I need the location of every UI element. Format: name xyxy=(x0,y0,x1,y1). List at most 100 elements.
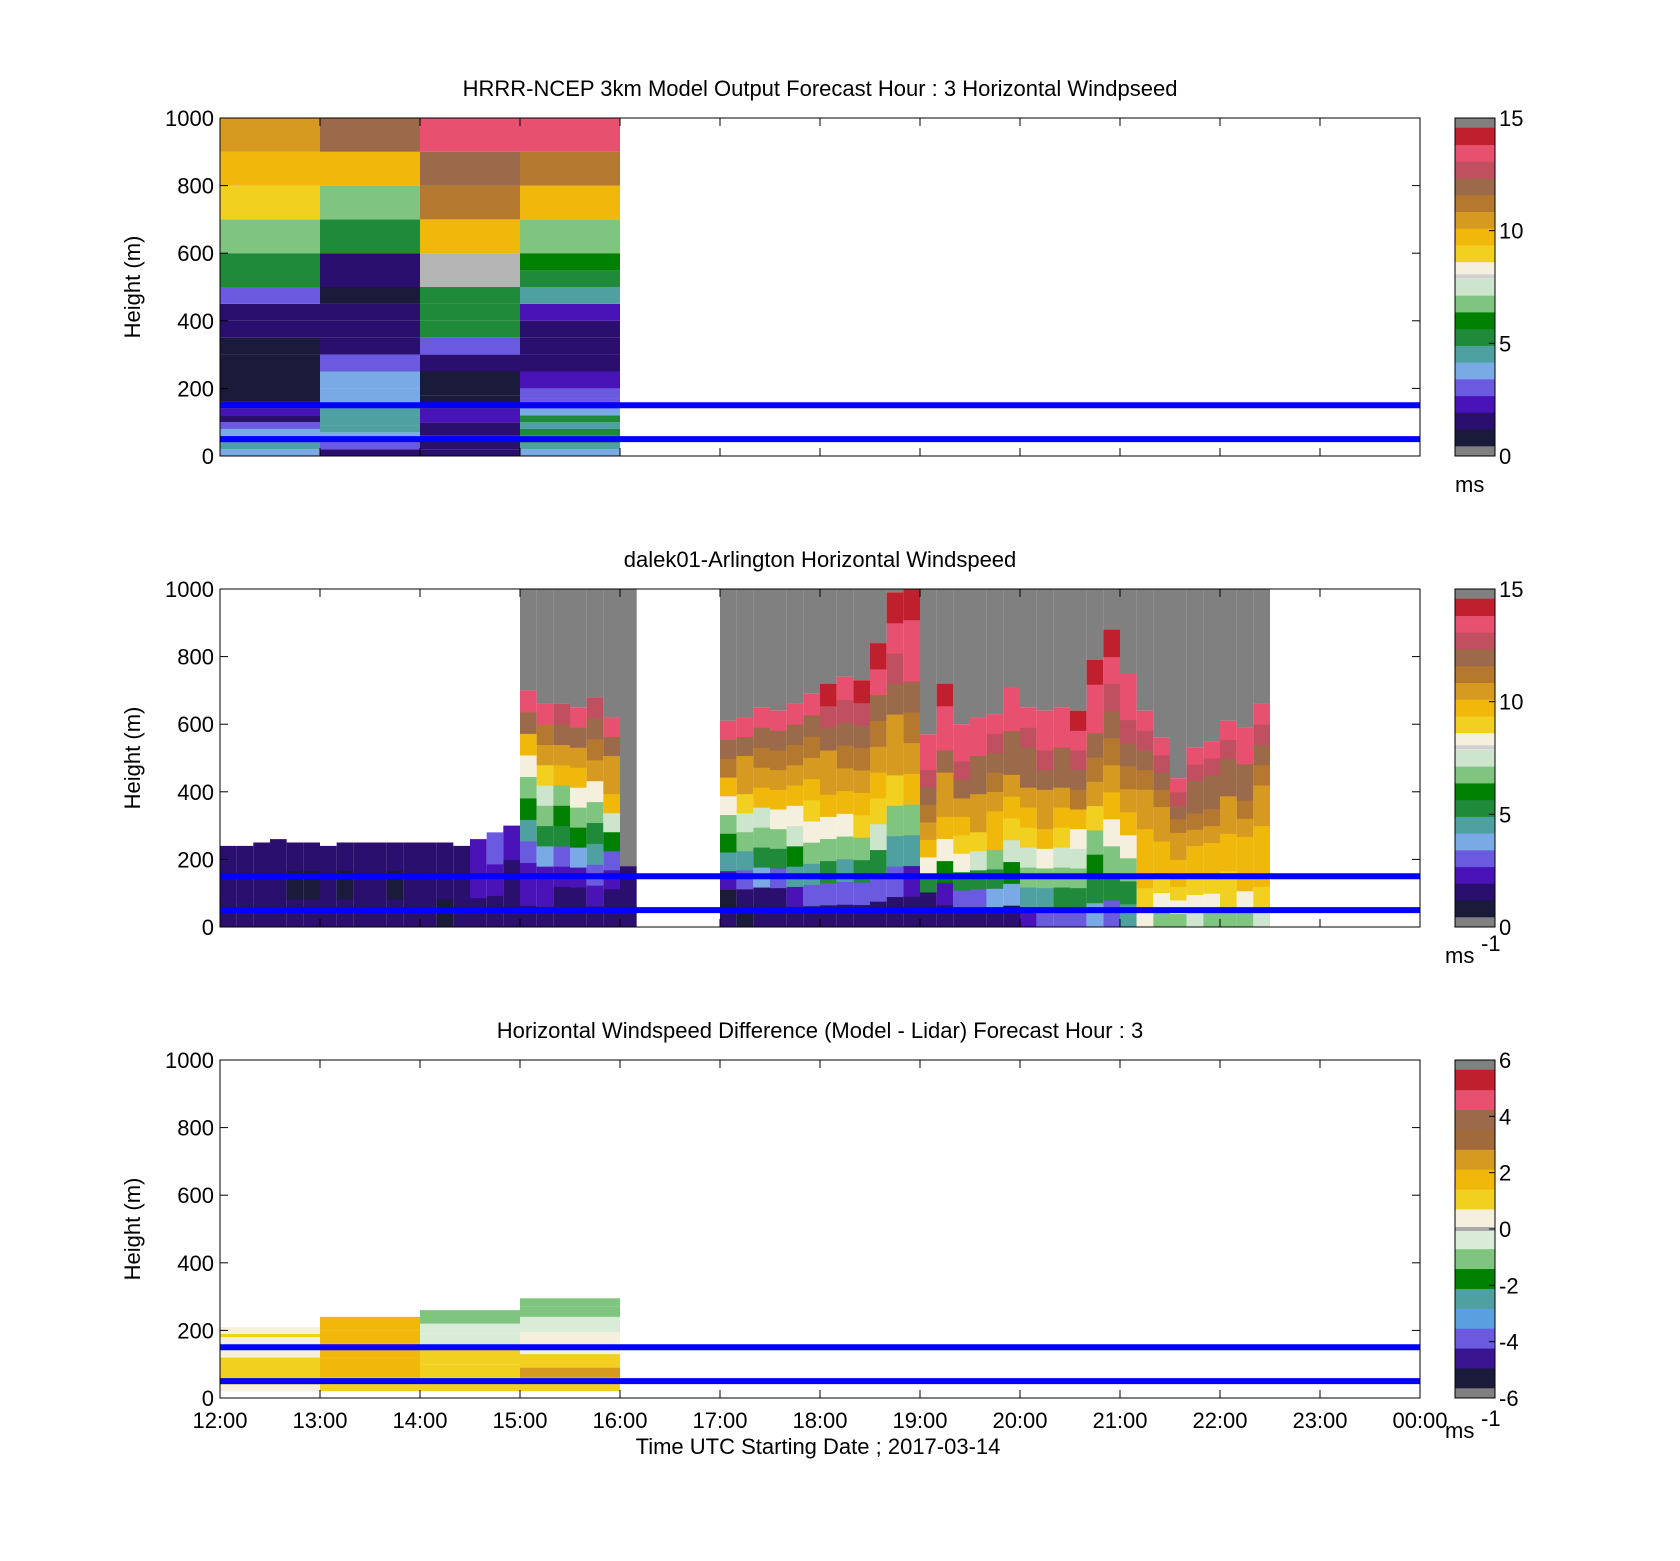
x-tick-label: 12:00 xyxy=(192,1408,247,1433)
heatmap-cell xyxy=(886,805,904,837)
heatmap-cell xyxy=(1236,763,1254,783)
heatmap-cell xyxy=(1203,876,1220,894)
colorbar-swatch xyxy=(1455,1089,1495,1097)
heatmap-cell xyxy=(736,850,754,871)
heatmap-cell xyxy=(1236,781,1254,801)
heatmap-cell xyxy=(853,702,870,726)
colorbar-swatch xyxy=(1455,1347,1495,1356)
colorbar-swatch xyxy=(1455,805,1495,812)
heatmap-cell xyxy=(403,898,420,928)
colorbar-tick-label: 15 xyxy=(1499,577,1523,602)
colorbar-swatch xyxy=(1455,1281,1495,1289)
heatmap-cell xyxy=(220,415,320,423)
colorbar-swatch xyxy=(1455,637,1495,644)
heatmap-cell xyxy=(1036,789,1054,810)
missing-data-cell xyxy=(770,589,787,711)
heatmap-cell xyxy=(470,868,487,899)
heatmap-cell xyxy=(1203,791,1220,810)
colorbar-swatch xyxy=(1455,1109,1495,1117)
colorbar-swatch xyxy=(1455,721,1495,728)
heatmap-cell xyxy=(770,809,787,830)
heatmap-cell xyxy=(520,428,620,436)
heatmap-cell xyxy=(953,797,970,817)
heatmap-cell xyxy=(753,827,770,848)
y-tick-label: 400 xyxy=(177,780,214,805)
heatmap-cell xyxy=(303,842,320,872)
heatmap-cell xyxy=(1153,875,1170,894)
heatmap-cell xyxy=(920,786,937,805)
colorbar-swatch xyxy=(1455,905,1495,912)
missing-data-cell xyxy=(753,589,770,708)
panel-model-output: 0 200 400 600 800 1000 Height (m) HRRR-NCEP 3km… xyxy=(120,76,1523,497)
colorbar-swatch xyxy=(1455,1076,1495,1084)
colorbar-swatch xyxy=(1455,866,1495,873)
heatmap-cell xyxy=(1186,813,1204,830)
heatmap-cell xyxy=(536,724,554,745)
colorbar-swatch xyxy=(1455,1288,1495,1296)
heatmap-cell xyxy=(1186,747,1204,765)
heatmap-cell xyxy=(1070,848,1087,869)
y-tick-label: 1000 xyxy=(165,1048,214,1073)
heatmap-cell xyxy=(553,764,570,786)
heatmap-cell xyxy=(1170,913,1187,928)
heatmap-cell xyxy=(603,812,620,833)
heatmap-cell xyxy=(520,388,620,399)
colorbar-swatch xyxy=(1455,1188,1495,1197)
heatmap-cell xyxy=(1186,764,1204,781)
heatmap-cell xyxy=(1170,805,1187,820)
heatmap-cell xyxy=(1036,848,1054,869)
colorbar-swatch xyxy=(1455,1381,1495,1389)
colorbar-swatch xyxy=(1455,632,1495,639)
colorbar-swatch xyxy=(1455,1308,1495,1316)
colorbar-swatch xyxy=(1455,665,1495,672)
colorbar-swatch xyxy=(1455,362,1495,369)
colorbar-swatch xyxy=(1455,883,1495,890)
heatmap-cell xyxy=(420,408,520,423)
heatmap-cell xyxy=(953,779,970,799)
heatmap-cell xyxy=(886,683,904,715)
colorbar-swatch xyxy=(1455,1228,1495,1236)
heatmap-cell xyxy=(570,767,587,788)
colorbar-swatch xyxy=(1455,1182,1495,1190)
heatmap-cell xyxy=(520,118,620,152)
heatmap-cell xyxy=(220,253,320,287)
heatmap-cell xyxy=(970,888,987,909)
missing-data-cell xyxy=(1070,589,1087,711)
colorbar-swatch xyxy=(1455,1275,1495,1283)
heatmap-cell xyxy=(1120,765,1137,790)
panel-difference: 12:00 13:00 14:00 15:00 16:00 17:00 18:00 19:00… xyxy=(120,1018,1519,1443)
heatmap-cell xyxy=(220,408,320,416)
colorbar-swatch xyxy=(1455,322,1495,330)
colorbar-swatch xyxy=(1455,267,1495,274)
heatmap-cell xyxy=(1020,727,1037,748)
heatmap-cell xyxy=(1153,840,1170,859)
colorbar-swatch xyxy=(1455,150,1495,157)
heatmap-cell xyxy=(220,371,320,402)
heatmap-cell xyxy=(820,816,837,840)
heatmap-cell xyxy=(1186,894,1204,912)
heatmap-cell xyxy=(1053,807,1070,828)
heatmap-cell xyxy=(236,899,254,928)
heatmap-cell xyxy=(320,287,420,304)
heatmap-cell xyxy=(920,909,937,928)
heatmap-cell xyxy=(770,769,787,790)
heatmap-cell xyxy=(820,794,837,817)
heatmap-cell xyxy=(520,776,537,799)
heatmap-cell xyxy=(1020,827,1037,848)
heatmap-cell xyxy=(1136,789,1154,810)
colorbar-swatch xyxy=(1455,222,1495,229)
heatmap-cell xyxy=(953,761,970,781)
heatmap-cell xyxy=(1236,836,1254,855)
y-tick-label: 200 xyxy=(177,376,214,401)
heatmap-cell xyxy=(736,774,754,795)
heatmap-cell xyxy=(786,744,804,766)
heatmap-cell xyxy=(420,898,437,928)
heatmap-cell xyxy=(836,699,854,723)
colorbar-swatch xyxy=(1455,356,1495,363)
missing-data-cell xyxy=(1103,589,1120,630)
colorbar-swatch xyxy=(1455,133,1495,140)
heatmap-cell xyxy=(1153,754,1170,773)
heatmap-cell xyxy=(1070,809,1087,830)
colorbar-swatch xyxy=(1455,300,1495,307)
